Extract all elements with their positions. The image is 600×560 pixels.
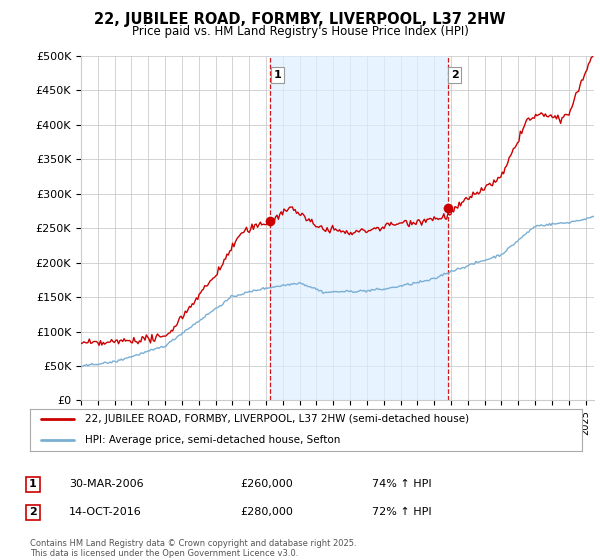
Bar: [270, 56, 448, 400]
Text: 1: 1: [29, 479, 37, 489]
Text: £260,000: £260,000: [240, 479, 293, 489]
Text: 2: 2: [451, 70, 458, 80]
Text: 14-OCT-2016: 14-OCT-2016: [69, 507, 142, 517]
Text: Price paid vs. HM Land Registry's House Price Index (HPI): Price paid vs. HM Land Registry's House …: [131, 25, 469, 38]
Text: Contains HM Land Registry data © Crown copyright and database right 2025.
This d: Contains HM Land Registry data © Crown c…: [30, 539, 356, 558]
Text: 22, JUBILEE ROAD, FORMBY, LIVERPOOL, L37 2HW: 22, JUBILEE ROAD, FORMBY, LIVERPOOL, L37…: [94, 12, 506, 27]
Text: 30-MAR-2006: 30-MAR-2006: [69, 479, 143, 489]
Text: 22, JUBILEE ROAD, FORMBY, LIVERPOOL, L37 2HW (semi-detached house): 22, JUBILEE ROAD, FORMBY, LIVERPOOL, L37…: [85, 414, 469, 424]
Text: £280,000: £280,000: [240, 507, 293, 517]
Text: 74% ↑ HPI: 74% ↑ HPI: [372, 479, 431, 489]
Text: 72% ↑ HPI: 72% ↑ HPI: [372, 507, 431, 517]
Text: 2: 2: [29, 507, 37, 517]
Text: 1: 1: [274, 70, 281, 80]
Text: HPI: Average price, semi-detached house, Sefton: HPI: Average price, semi-detached house,…: [85, 435, 341, 445]
